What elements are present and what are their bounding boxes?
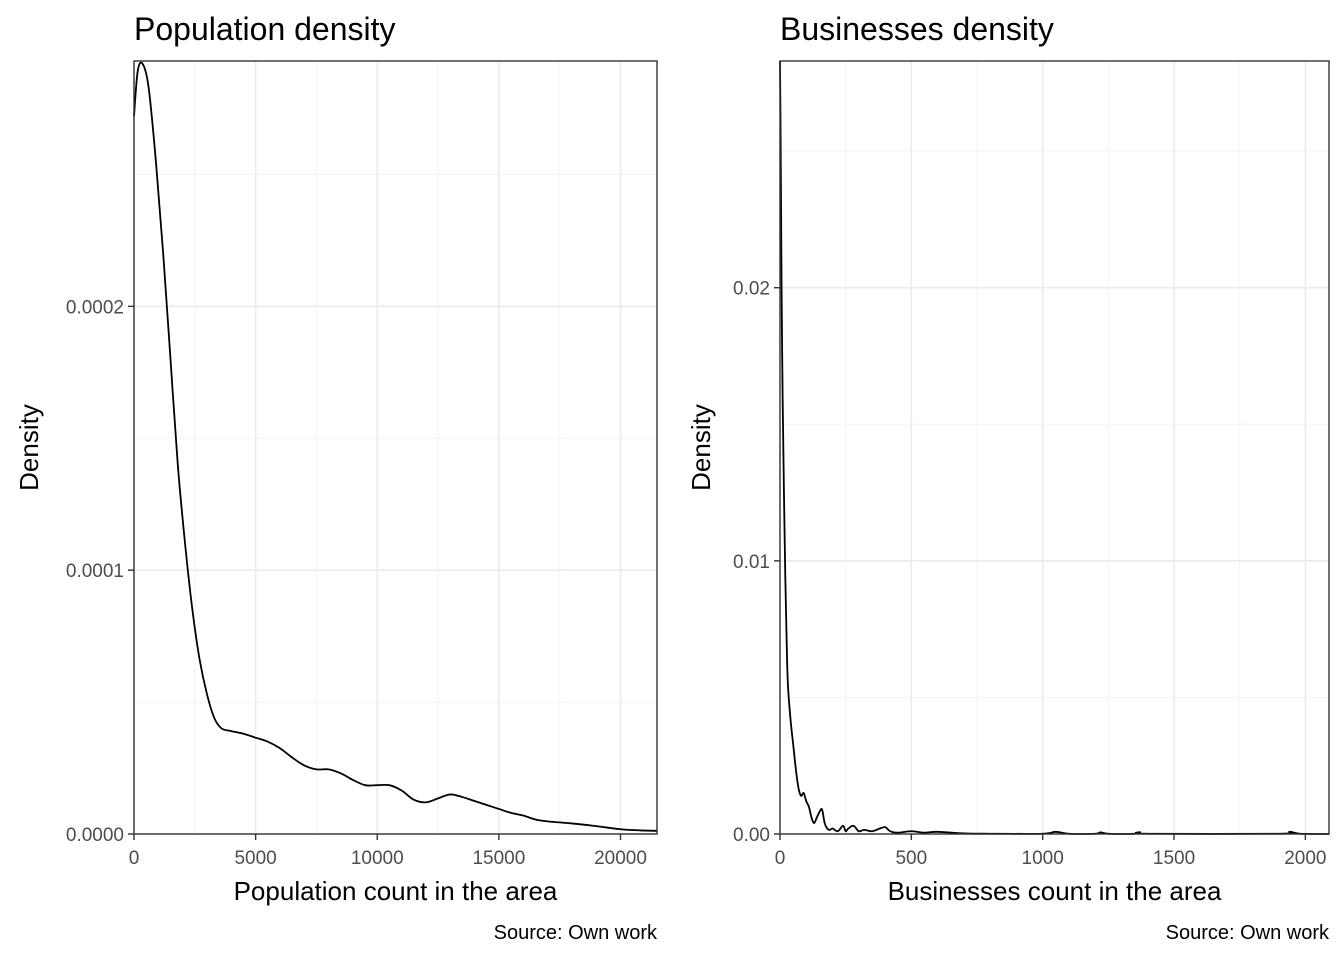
population-chart-title: Population density — [134, 11, 396, 47]
population-density-panel: Population density 0 5000 10000 15000 200000… — [14, 11, 658, 944]
businesses-y-tick-label: 0.02 — [733, 279, 770, 300]
population-y-tick-label: 0.0000 — [66, 825, 124, 846]
businesses-x-tick-label: 0 — [775, 848, 786, 869]
population-density-curve — [133, 61, 658, 832]
population-y-tick-label: 0.0001 — [66, 561, 124, 582]
population-x-tick-label: 20000 — [594, 848, 647, 869]
population-plot-frame — [133, 60, 658, 835]
businesses-x-tick-label: 2000 — [1284, 848, 1326, 869]
businesses-axis-ticks: 0 500 1000 1500 2000 0.00 0.01 0.02 — [733, 279, 1326, 869]
population-axis-ticks: 0 5000 10000 15000 20000 0.0000 0.0001 0.0002 — [66, 297, 647, 869]
population-y-tick-label: 0.0002 — [66, 297, 124, 318]
businesses-chart-title: Businesses density — [780, 11, 1054, 47]
businesses-y-tick-label: 0.01 — [733, 552, 770, 573]
population-x-tick-label: 0 — [129, 848, 140, 869]
population-y-axis-title: Density — [14, 404, 44, 491]
businesses-x-tick-label: 1000 — [1022, 848, 1064, 869]
population-x-tick-label: 10000 — [351, 848, 404, 869]
population-caption: Source: Own work — [494, 922, 658, 944]
businesses-density-curve — [779, 60, 1330, 835]
businesses-plot-frame — [779, 60, 1330, 835]
population-x-tick-label: 15000 — [472, 848, 525, 869]
population-grid — [133, 61, 657, 835]
businesses-caption: Source: Own work — [1166, 922, 1330, 944]
businesses-x-tick-label: 1500 — [1153, 848, 1195, 869]
businesses-y-tick-label: 0.00 — [733, 825, 770, 846]
businesses-density-panel: Businesses density 0 500 1000 1500 20000.000… — [686, 11, 1330, 944]
businesses-x-axis-title: Businesses count in the area — [888, 876, 1222, 906]
population-x-tick-label: 5000 — [234, 848, 276, 869]
businesses-y-axis-title: Density — [686, 404, 716, 491]
businesses-grid — [779, 61, 1329, 835]
population-x-axis-title: Population count in the area — [234, 876, 558, 906]
businesses-x-tick-label: 500 — [895, 848, 927, 869]
